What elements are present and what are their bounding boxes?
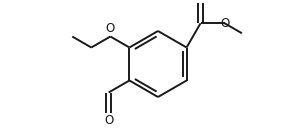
Text: O: O bbox=[104, 113, 113, 126]
Text: O: O bbox=[196, 0, 205, 2]
Text: O: O bbox=[220, 17, 229, 30]
Text: O: O bbox=[106, 22, 115, 35]
